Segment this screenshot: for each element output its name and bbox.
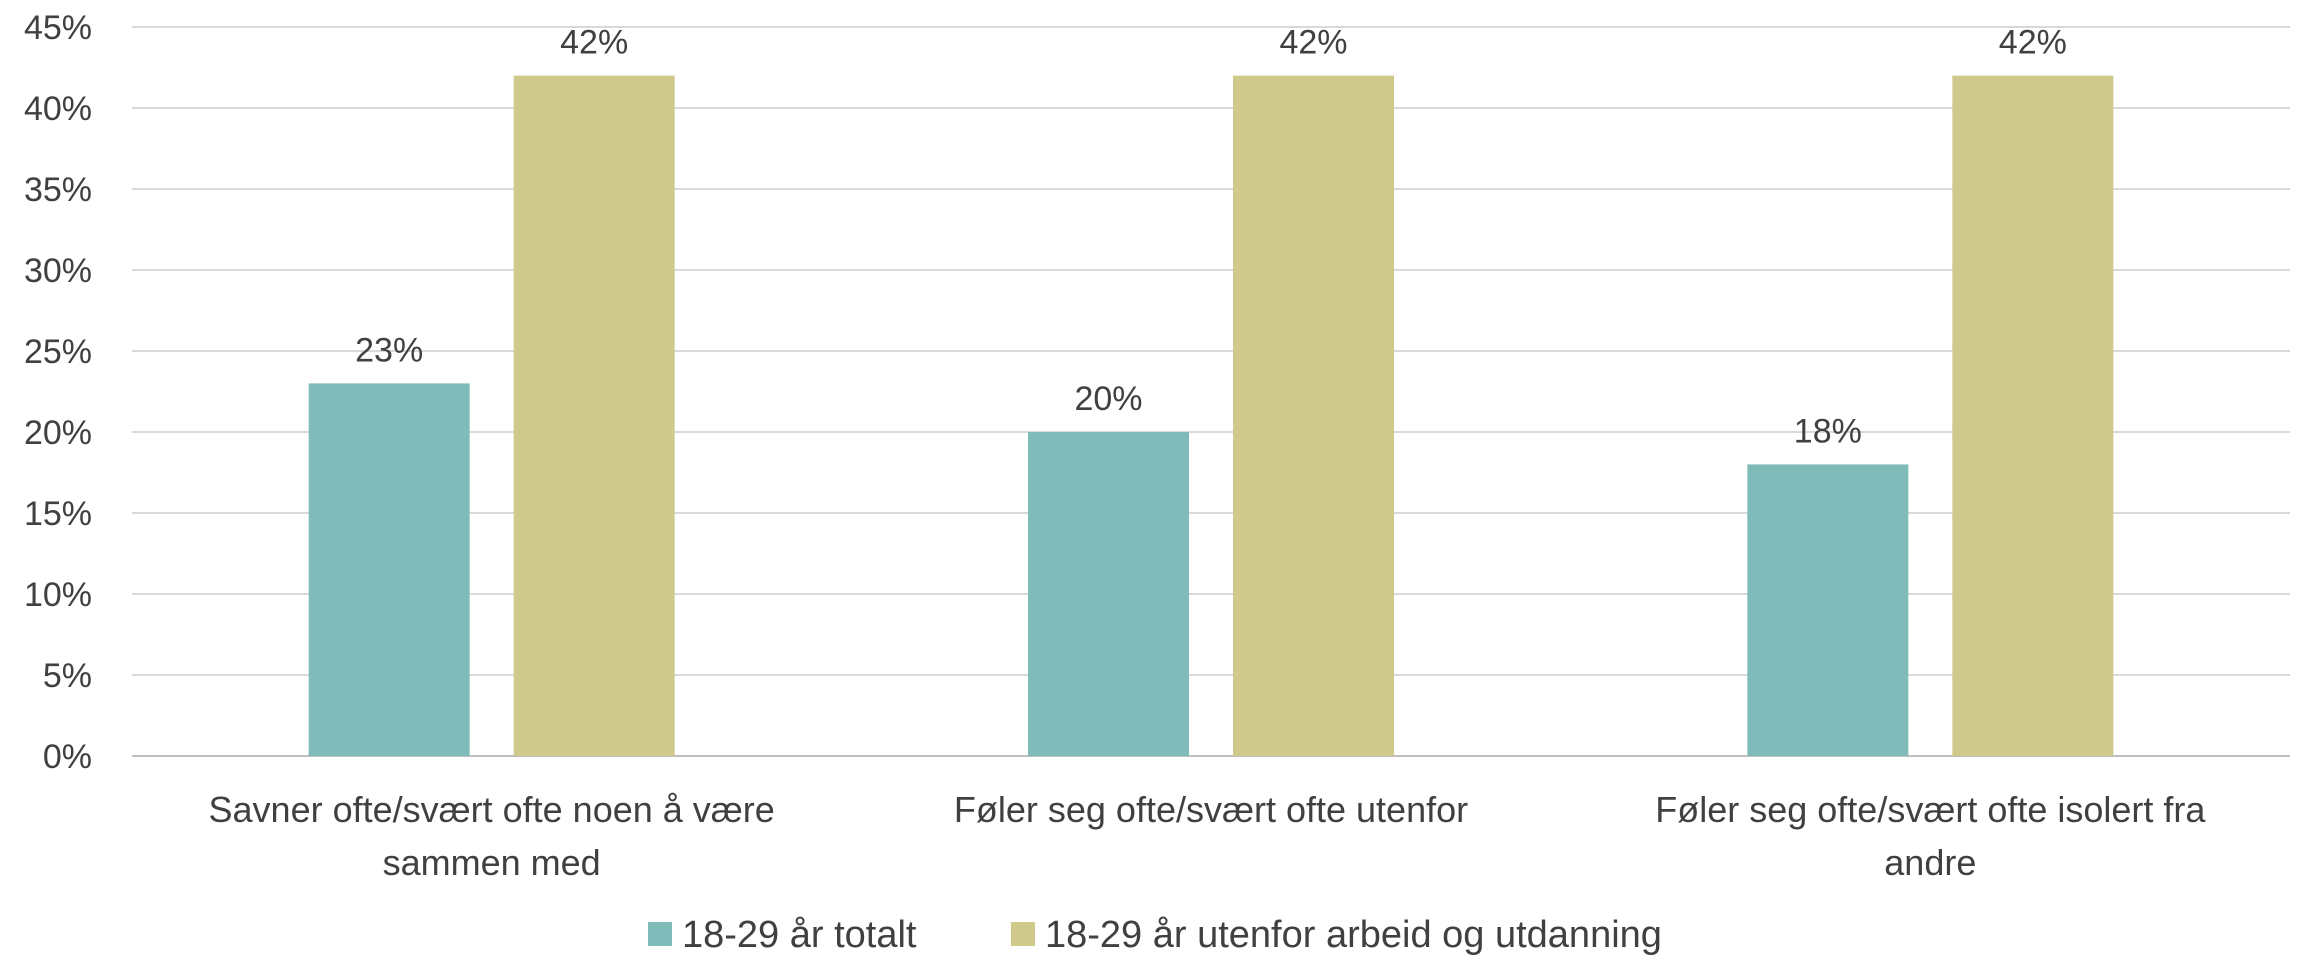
- data-label: 20%: [1074, 380, 1142, 418]
- data-label: 18%: [1794, 412, 1862, 450]
- y-tick-label: 35%: [24, 171, 92, 209]
- y-tick-label: 45%: [24, 9, 92, 47]
- category-label: Savner ofte/svært ofte noen å være: [209, 789, 775, 830]
- data-label: 42%: [560, 24, 628, 62]
- y-tick-label: 10%: [24, 576, 92, 614]
- y-tick-label: 0%: [43, 738, 92, 776]
- bar: [513, 75, 675, 757]
- gridlines: [132, 26, 2290, 757]
- legend-label: 18-29 år utenfor arbeid og utdanning: [1045, 914, 1662, 956]
- category-label: Føler seg ofte/svært ofte isolert fra: [1655, 789, 2206, 830]
- data-label: 42%: [1999, 24, 2067, 62]
- x-axis: Savner ofte/svært ofte noen å være sammen…: [209, 789, 2207, 883]
- bars: [308, 75, 2114, 757]
- y-tick-label: 5%: [43, 657, 92, 695]
- y-tick-label: 25%: [24, 333, 92, 371]
- category-label: Føler seg ofte/svært ofte utenfor: [954, 789, 1468, 830]
- legend-swatch: [648, 922, 672, 946]
- bar: [1952, 75, 2114, 757]
- y-tick-label: 15%: [24, 495, 92, 533]
- legend-label: 18-29 år totalt: [682, 914, 917, 956]
- bar: [1028, 432, 1189, 756]
- bar: [308, 383, 470, 756]
- y-tick-label: 20%: [24, 414, 92, 452]
- bar: [1747, 464, 1909, 756]
- bar: [1233, 75, 1394, 757]
- y-tick-label: 30%: [24, 252, 92, 290]
- y-tick-label: 40%: [24, 90, 92, 128]
- category-label: sammen med: [383, 842, 601, 883]
- data-label: 23%: [355, 331, 423, 369]
- legend: 18-29 år totalt 18-29 år utenfor arbeid o…: [648, 914, 1662, 956]
- legend-swatch: [1011, 922, 1035, 946]
- category-label: andre: [1884, 842, 1976, 883]
- data-label: 42%: [1279, 24, 1347, 62]
- data-labels: 23% 42% 20% 42% 18% 42%: [355, 24, 2067, 451]
- y-axis: 0% 5% 10% 15% 20% 25% 30% 35% 40% 45%: [24, 9, 92, 776]
